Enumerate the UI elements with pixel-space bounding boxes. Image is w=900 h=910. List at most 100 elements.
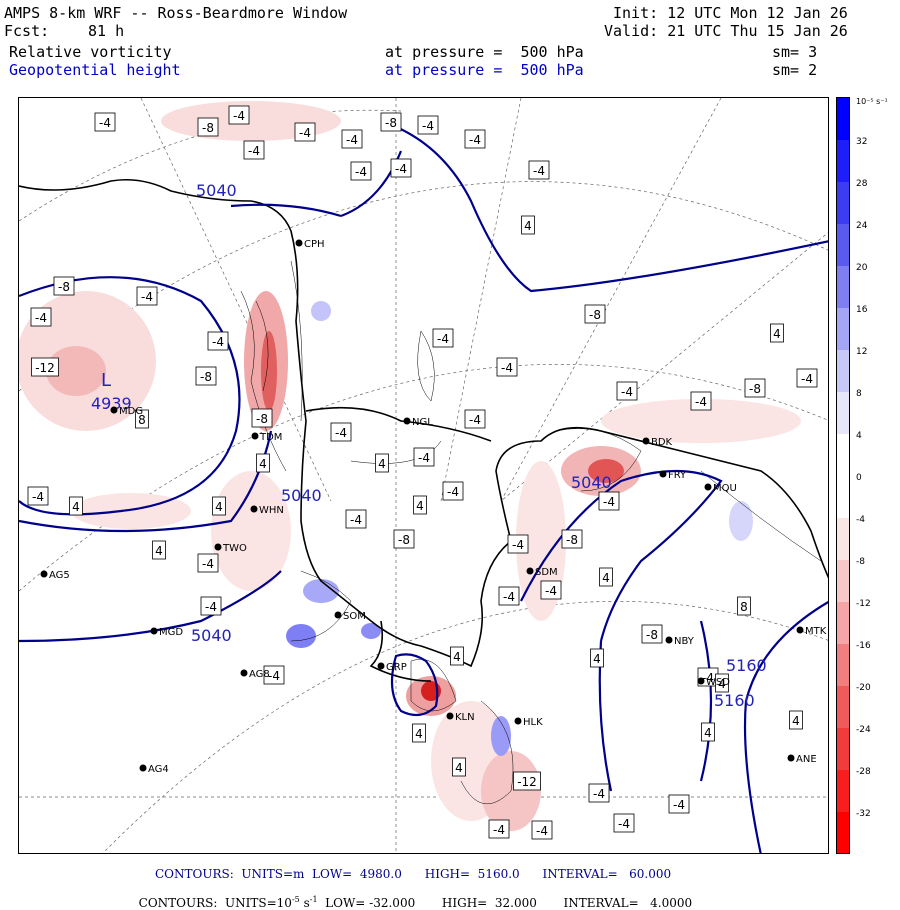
vorticity-label: -4 xyxy=(32,490,44,504)
vorticity-label-box xyxy=(770,323,784,343)
vorticity-label: -4 xyxy=(503,590,515,604)
vorticity-label-box xyxy=(197,553,219,573)
station-marker xyxy=(110,406,118,414)
station-marker xyxy=(665,636,673,644)
vorticity-label-box xyxy=(528,160,550,180)
vorticity-label: -8 xyxy=(202,121,214,135)
vorticity-label: -4 xyxy=(447,485,459,499)
vorticity-label: -4 xyxy=(141,290,153,304)
vorticity-label-box xyxy=(393,529,415,549)
colorbar-tick-label: 16 xyxy=(856,305,868,315)
vorticity-label: -8 xyxy=(200,370,212,384)
vorticity-label: 8 xyxy=(740,600,748,614)
vorticity-label-box xyxy=(53,276,75,296)
vorticity-label: 4 xyxy=(602,571,610,585)
station-marker xyxy=(514,717,522,725)
vorticity-label-box xyxy=(744,378,766,398)
vorticity-label-box xyxy=(350,161,372,181)
forecast-label: Fcst: xyxy=(4,22,50,40)
station-group: CPH MDG TDM WHN TWO AG5 MGD SDM GRP KLN HLK NGL BDK F… xyxy=(40,239,827,775)
colorbar xyxy=(836,97,850,854)
station-label: MTK xyxy=(805,626,827,637)
colorbar-tick-label: 20 xyxy=(856,263,868,273)
colorbar-swatch xyxy=(837,392,849,434)
vorticity-label: 4 xyxy=(155,544,163,558)
station-label: CPH xyxy=(304,239,325,250)
field2-name: Geopotential height xyxy=(9,61,181,79)
vorticity-label-box xyxy=(599,567,613,587)
map-panel: 5040 5040 5040 5040 5160 5160 L 4939 -4 -… xyxy=(18,97,829,854)
vorticity-label-box xyxy=(341,129,363,149)
colorbar-swatch xyxy=(837,98,849,140)
valid-time: Valid: 21 UTC Thu 15 Jan 26 xyxy=(604,22,848,40)
vorticity-label-box xyxy=(27,486,49,506)
station-marker xyxy=(40,570,48,578)
colorbar-tick-label: -32 xyxy=(856,809,871,819)
vorticity-label: -4 xyxy=(395,162,407,176)
station-marker xyxy=(787,754,795,762)
station-marker xyxy=(659,470,667,478)
station-label: NBY xyxy=(674,636,695,647)
map-canvas: 5040 5040 5040 5040 5160 5160 L 4939 -4 -… xyxy=(19,98,828,853)
vorticity-range: LOW= -32.000 HIGH= 32.000 INTERVAL= 4.00… xyxy=(317,896,693,910)
vorticity-label-box xyxy=(701,722,715,742)
station-label: MDG xyxy=(119,406,143,417)
vorticity-label-box xyxy=(228,105,250,125)
vorticity-label: 4 xyxy=(704,726,712,740)
vorticity-label-box xyxy=(197,117,219,137)
vorticity-label-box xyxy=(540,580,562,600)
vorticity-label-box xyxy=(212,496,226,516)
station-marker xyxy=(704,483,712,491)
vorticity-label: -4 xyxy=(469,133,481,147)
colorbar-swatch xyxy=(837,308,849,350)
vorticity-label: -8 xyxy=(58,280,70,294)
vorticity-label: -4 xyxy=(346,133,358,147)
vorticity-label: 4 xyxy=(378,457,386,471)
colorbar-swatch xyxy=(837,350,849,392)
vorticity-label: 4 xyxy=(72,500,80,514)
height-label: 5160 xyxy=(726,656,767,675)
vorticity-label-box xyxy=(442,481,464,501)
colorbar-swatch xyxy=(837,644,849,686)
height-label: 5040 xyxy=(571,473,612,492)
vorticity-label: -4 xyxy=(545,584,557,598)
station-label: AG5 xyxy=(49,570,70,581)
vorticity-label: -8 xyxy=(256,412,268,426)
colorbar-tick-label: 24 xyxy=(856,221,868,231)
vorticity-label-box xyxy=(521,215,535,235)
station-label: MQU xyxy=(713,483,737,494)
vorticity-label-box xyxy=(561,529,583,549)
vorticity-label: -4 xyxy=(422,119,434,133)
vorticity-label: -4 xyxy=(603,495,615,509)
vorticity-label-box xyxy=(584,304,606,324)
vorticity-shading xyxy=(19,101,801,831)
vorticity-label: 4 xyxy=(718,677,726,691)
vorticity-label-box xyxy=(412,723,426,743)
vorticity-label: -4 xyxy=(248,144,260,158)
vorticity-label: -4 xyxy=(233,109,245,123)
colorbar-tick-label: 32 xyxy=(856,137,868,147)
height-label: 5040 xyxy=(196,181,237,200)
station-label: FRY xyxy=(668,470,687,481)
colorbar-swatch xyxy=(837,728,849,770)
station-label: SOM xyxy=(343,611,366,622)
vorticity-label: -8 xyxy=(749,382,761,396)
vorticity-label-box xyxy=(417,115,439,135)
height-labels: 5040 5040 5040 5040 5160 5160 L 4939 xyxy=(91,181,767,710)
colorbar-tick-label: 4 xyxy=(856,431,862,441)
low-center-marker: L xyxy=(101,370,111,391)
vorticity-label-box xyxy=(668,794,690,814)
vorticity-label-box xyxy=(195,366,217,386)
vorticity-label: -12 xyxy=(517,775,537,789)
height-contour-info: CONTOURS: UNITS=m LOW= 4980.0 HIGH= 5160… xyxy=(155,867,672,881)
colorbar-swatch xyxy=(837,518,849,560)
colorbar-swatch xyxy=(837,560,849,602)
vorticity-label: 4 xyxy=(524,219,532,233)
station-marker xyxy=(796,626,804,634)
vorticity-units-s: s xyxy=(299,896,310,910)
vorticity-label: -4 xyxy=(35,311,47,325)
vorticity-label-box xyxy=(413,447,435,467)
station-marker xyxy=(150,627,158,635)
vorticity-label-box xyxy=(135,409,149,429)
vorticity-label-box xyxy=(450,646,464,666)
